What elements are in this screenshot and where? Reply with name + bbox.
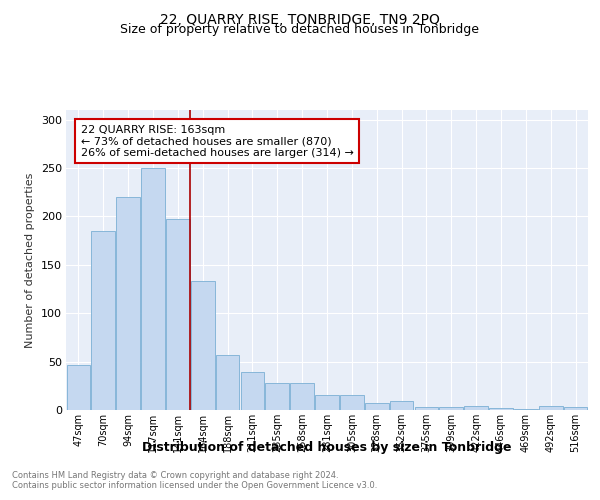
Text: Contains HM Land Registry data © Crown copyright and database right 2024.: Contains HM Land Registry data © Crown c… xyxy=(12,471,338,480)
Text: 22 QUARRY RISE: 163sqm
← 73% of detached houses are smaller (870)
26% of semi-de: 22 QUARRY RISE: 163sqm ← 73% of detached… xyxy=(81,124,354,158)
Bar xyxy=(290,383,314,410)
Bar xyxy=(265,383,289,410)
Bar xyxy=(216,355,239,410)
Bar xyxy=(489,408,513,410)
Bar xyxy=(514,409,538,410)
Bar xyxy=(539,406,563,410)
Bar xyxy=(415,407,438,410)
Bar xyxy=(564,407,587,410)
Bar xyxy=(166,220,190,410)
Bar xyxy=(116,197,140,410)
Bar xyxy=(191,282,215,410)
Bar xyxy=(141,168,165,410)
Text: Size of property relative to detached houses in Tonbridge: Size of property relative to detached ho… xyxy=(121,22,479,36)
Text: Distribution of detached houses by size in Tonbridge: Distribution of detached houses by size … xyxy=(142,441,512,454)
Bar xyxy=(390,402,413,410)
Bar xyxy=(464,406,488,410)
Bar xyxy=(91,231,115,410)
Bar xyxy=(439,407,463,410)
Bar xyxy=(241,372,264,410)
Bar xyxy=(67,364,90,410)
Bar xyxy=(365,403,389,410)
Y-axis label: Number of detached properties: Number of detached properties xyxy=(25,172,35,348)
Text: 22, QUARRY RISE, TONBRIDGE, TN9 2PQ: 22, QUARRY RISE, TONBRIDGE, TN9 2PQ xyxy=(160,12,440,26)
Bar xyxy=(340,394,364,410)
Bar xyxy=(315,394,339,410)
Text: Contains public sector information licensed under the Open Government Licence v3: Contains public sector information licen… xyxy=(12,481,377,490)
